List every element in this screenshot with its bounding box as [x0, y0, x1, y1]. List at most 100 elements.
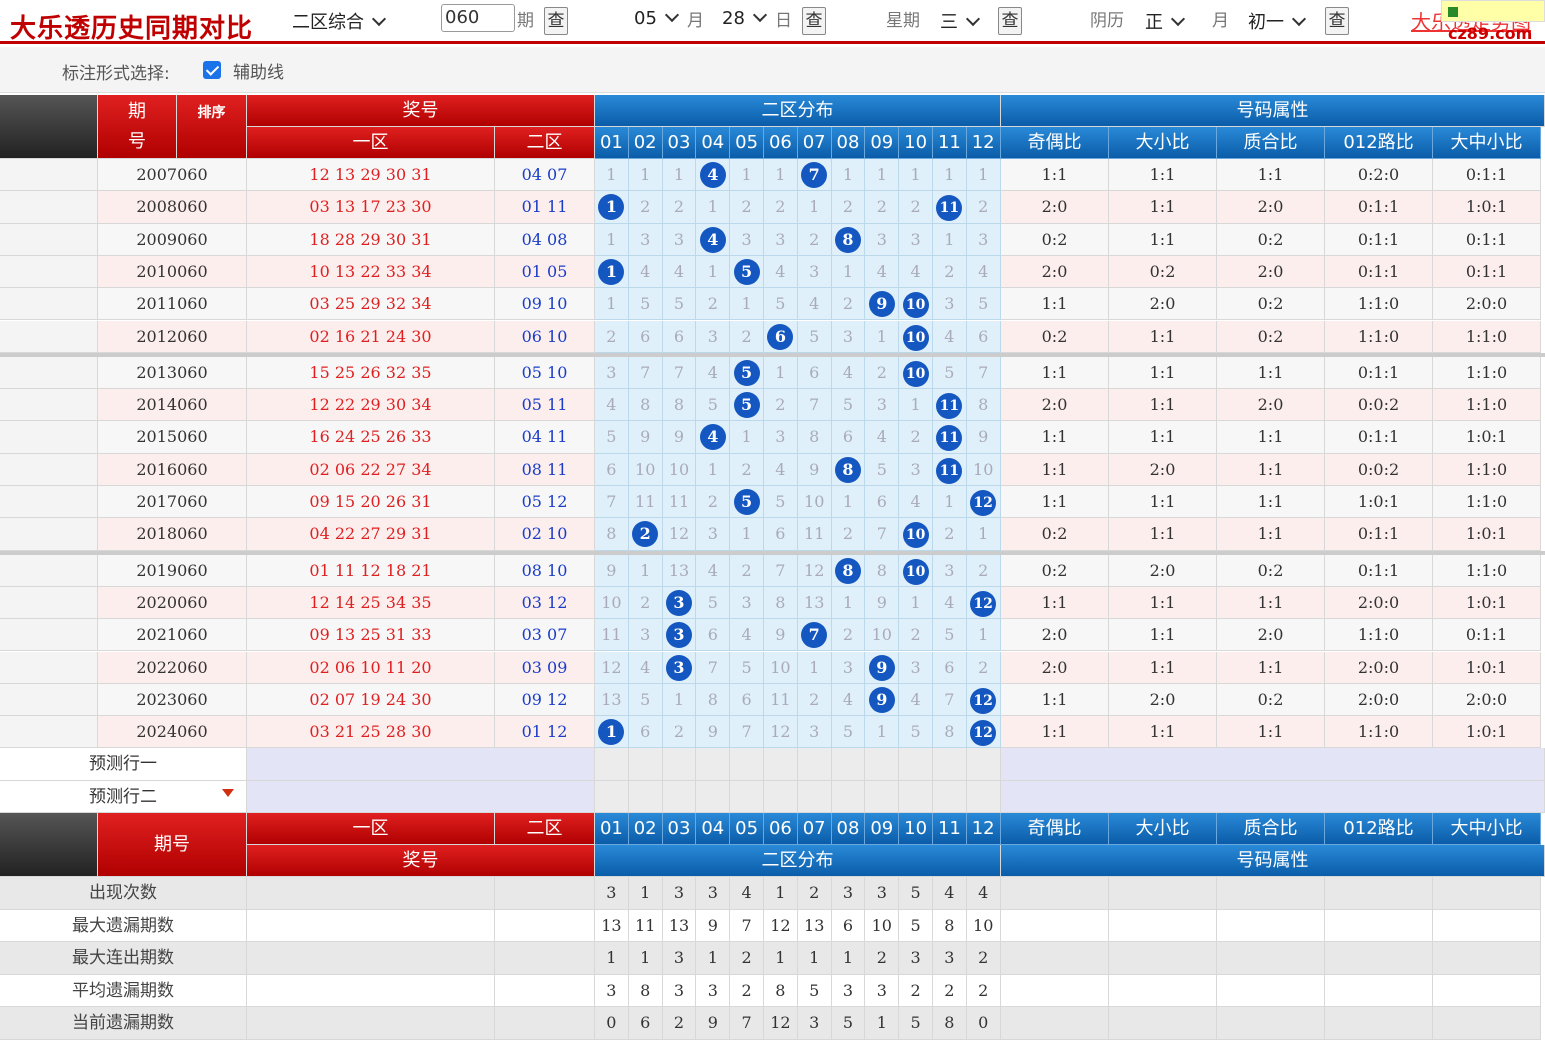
distribution-cell: 5: [764, 288, 798, 321]
omit-value: 1: [606, 165, 617, 184]
stat-value: 7: [730, 1007, 764, 1040]
hit-ball: 11: [936, 425, 963, 452]
attr-cell: 1:1:0: [1433, 320, 1541, 353]
month-select[interactable]: 05: [634, 8, 677, 29]
hit-ball: 12: [970, 687, 997, 714]
issue-input[interactable]: 060: [441, 4, 515, 32]
attr-col-header-bottom: 大小比: [1109, 813, 1217, 846]
distribution-cell: 3: [831, 320, 866, 353]
predict-number-cell[interactable]: [662, 748, 697, 781]
omit-value: 6: [606, 459, 617, 479]
attr-cell: 2:0:0: [1433, 288, 1541, 321]
predict-zone-cell[interactable]: [247, 748, 595, 781]
predict-number-cell[interactable]: [933, 780, 967, 814]
omit-value: 9: [775, 625, 786, 645]
attr-cell: 1:1: [1001, 421, 1109, 454]
distribution-cell: 11: [628, 486, 663, 519]
attr-col-header-bottom: 大中小比: [1433, 813, 1541, 846]
predict-number-cell[interactable]: [865, 748, 900, 781]
distribution-cell: 6: [662, 320, 697, 353]
attr-cell: 1:0:1: [1433, 421, 1541, 454]
predict-number-cell[interactable]: [899, 780, 933, 814]
stat-value: 8: [933, 1007, 967, 1040]
omit-value: 1: [673, 689, 685, 709]
issue-cell: 2021060: [98, 619, 247, 652]
predict-number-cell[interactable]: [966, 748, 1001, 781]
omit-value: 2: [978, 560, 989, 580]
attr-cell: 1:1: [1001, 586, 1109, 620]
distribution-cell: 2: [628, 518, 663, 551]
distribution-cell: 3: [865, 389, 900, 422]
predict-number-cell[interactable]: [933, 748, 967, 781]
omit-value: 7: [707, 657, 718, 677]
omit-value: 1: [842, 165, 854, 184]
predict-number-cell[interactable]: [730, 780, 764, 814]
predict-number-cell[interactable]: [696, 780, 731, 814]
omit-value: 4: [809, 294, 820, 314]
distribution-cell: 5: [831, 389, 866, 422]
omit-value: 3: [741, 229, 752, 249]
avatar-header: [0, 95, 98, 159]
stat-zone1-cell: [247, 942, 495, 975]
omit-value: 3: [673, 229, 685, 249]
stat-attr-cell: [1217, 909, 1325, 943]
stat-value: 1: [865, 1007, 900, 1040]
hit-ball: 1: [598, 258, 625, 285]
predict-zone-cell[interactable]: [247, 780, 595, 814]
predict-number-cell[interactable]: [831, 748, 866, 781]
hit-ball: 3: [665, 654, 692, 681]
distribution-cell: 1: [662, 683, 697, 717]
aux-line-checkbox[interactable]: [203, 61, 221, 79]
issue-cell: 2017060: [98, 486, 247, 519]
distribution-cell: 2: [764, 191, 798, 224]
predict-number-cell[interactable]: [797, 780, 832, 814]
omit-value: 3: [876, 395, 887, 415]
distribution-cell: 4: [933, 586, 967, 620]
week-select[interactable]: 三: [940, 8, 978, 34]
omit-value: 5: [707, 395, 718, 415]
stat-attr-cell: [1217, 877, 1325, 910]
stat-value: 9: [696, 909, 731, 943]
query-lunar-button[interactable]: 查: [1325, 7, 1349, 35]
lunar-month-select[interactable]: 正: [1145, 8, 1183, 34]
day-select[interactable]: 28: [722, 8, 765, 29]
zone-select[interactable]: 二区综合: [292, 8, 384, 34]
distribution-cell: 9: [865, 651, 900, 684]
predict-number-cell[interactable]: [797, 748, 832, 781]
distribution-cell: 5: [730, 356, 764, 390]
distribution-cell: 3: [764, 223, 798, 256]
query-date-button[interactable]: 查: [802, 7, 826, 35]
arrow-down-icon[interactable]: [222, 789, 234, 798]
omit-value: 11: [804, 524, 825, 544]
predict-number-cell[interactable]: [662, 780, 697, 814]
predict-number-cell[interactable]: [865, 780, 900, 814]
query-week-button[interactable]: 查: [998, 7, 1022, 35]
predict-number-cell[interactable]: [831, 780, 866, 814]
sort-button[interactable]: 排序: [177, 95, 247, 159]
predict-number-cell[interactable]: [764, 748, 798, 781]
predict-number-cell[interactable]: [696, 748, 731, 781]
predict-number-cell[interactable]: [595, 780, 629, 814]
predict-number-cell[interactable]: [595, 748, 629, 781]
stat-value: 3: [865, 877, 900, 910]
predict-number-cell[interactable]: [764, 780, 798, 814]
omit-value: 6: [842, 427, 854, 447]
lunar-day-select[interactable]: 初一: [1248, 8, 1304, 34]
distribution-cell: 4: [730, 619, 764, 652]
predict-number-cell[interactable]: [730, 748, 764, 781]
zone2-header: 二区: [495, 127, 595, 159]
predict-number-cell[interactable]: [899, 748, 933, 781]
attr-cell: 1:0:1: [1433, 518, 1541, 551]
number-header-bottom: 09: [865, 813, 900, 846]
distribution-cell: 9: [797, 453, 832, 486]
distribution-cell: 1: [797, 191, 832, 224]
predict-number-cell[interactable]: [628, 748, 663, 781]
attr-cell: 0:1:1: [1433, 255, 1541, 289]
omit-value: 1: [944, 165, 955, 184]
zone1-numbers: 04 22 27 29 31: [247, 518, 495, 551]
predict-number-cell[interactable]: [966, 780, 1001, 814]
attr-cell: 2:0: [1109, 683, 1217, 717]
distribution-cell: 6: [628, 716, 663, 749]
predict-number-cell[interactable]: [628, 780, 663, 814]
query-issue-button[interactable]: 查: [544, 7, 568, 35]
